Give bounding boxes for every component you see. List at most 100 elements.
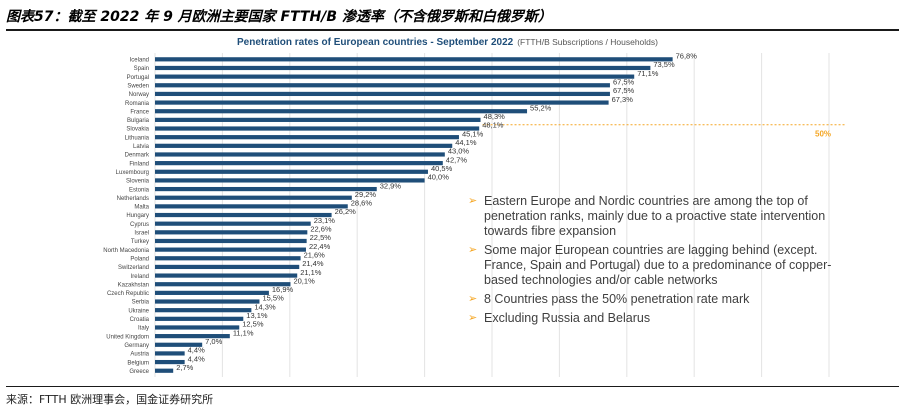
reference-line-50: 50% [482,124,845,139]
category-label: Spain [134,66,149,72]
value-label: 48,1% [482,121,504,130]
bar [155,195,352,200]
bar [155,57,673,62]
category-label: Luxembourg [116,170,149,176]
bar [155,325,240,330]
value-label: 76,8% [676,52,698,61]
category-label: Portugal [127,75,149,81]
bar [155,126,480,131]
x-tick-label: 80% [686,384,702,385]
bar [155,152,445,157]
bar [155,100,609,105]
bar [155,83,610,88]
value-label: 22,4% [309,242,331,251]
value-label: 40,0% [428,173,450,182]
value-label: 22,5% [310,233,332,242]
category-label: United Kingdom [106,334,149,340]
bar [155,143,453,148]
chart-title: Penetration rates of European countries … [237,37,658,48]
value-label: 14,3% [254,302,276,311]
category-label: Hungary [126,213,149,219]
value-label: 48,3% [484,112,506,121]
value-label: 71,1% [637,69,659,78]
bar [155,273,298,278]
category-label: Sweden [127,83,149,89]
value-label: 12,5% [242,320,264,329]
x-tick-label: 70% [619,384,635,385]
bar [155,91,610,97]
bar [155,308,252,313]
category-label: Latvia [133,144,150,150]
category-label: Denmark [125,153,150,159]
source-note: 来源：FTTH 欧洲理事会，国金证券研究所 [6,393,214,406]
bar [155,334,230,339]
bar [155,178,425,183]
bar [155,221,311,226]
bar [155,359,185,365]
value-label: 32,9% [380,181,402,190]
category-label: Kazakhstan [118,282,149,288]
bar [155,299,260,304]
category-label: Bulgaria [127,118,150,124]
category-label: Germany [124,343,149,349]
category-label: Romania [125,101,150,107]
value-label: 67,5% [613,77,635,86]
note-item: ➢ 8 Countries pass the 50% penetration ra… [468,292,860,307]
value-label: 20,1% [293,276,315,285]
value-label: 73,5% [653,60,675,69]
value-label: 42,7% [446,155,468,164]
bar [155,316,244,321]
value-label: 21,6% [304,250,326,259]
value-label: 22,6% [310,225,332,234]
chart-title-main: Penetration rates of European countries … [237,37,514,48]
category-label: Slovenia [126,179,150,185]
category-label: Finland [129,161,149,167]
bar [155,204,348,209]
arrow-icon: ➢ [468,244,478,256]
notes-panel: ➢ Eastern Europe and Nordic countries are… [468,194,860,330]
value-label: 26,2% [335,207,357,216]
bars [155,57,673,373]
value-label: 4,4% [188,354,205,363]
arrow-icon: ➢ [468,195,478,207]
bar [155,161,443,166]
bar [155,117,481,122]
category-label: Malta [134,205,149,211]
value-label: 15,5% [262,294,284,303]
value-label: 40,5% [431,164,453,173]
category-label: France [130,109,149,115]
bar [155,282,291,287]
value-label: 7,0% [205,337,222,346]
category-label: Greece [129,369,149,375]
x-tick-label: 20% [282,384,298,385]
chart-subtitle: (FTTH/B Subscriptions / Households) [517,37,658,47]
arrow-icon: ➢ [468,293,478,305]
bar [155,290,269,295]
x-tick-label: 100% [819,384,839,385]
arrow-icon: ➢ [468,312,478,324]
note-text: 8 Countries pass the 50% penetration rat… [484,292,750,306]
bar [155,247,306,252]
value-label: 11,1% [233,328,254,337]
category-label: Serbia [132,300,150,306]
category-label: Ireland [131,274,149,280]
x-tick-label: 0% [149,384,161,385]
category-label: Iceland [130,58,149,64]
value-label: 16,9% [272,285,294,294]
value-label: 45,1% [462,129,484,138]
penetration-bar-chart: Penetration rates of European countries … [103,37,845,385]
reference-line-label: 50% [815,130,831,139]
value-label: 23,1% [314,216,336,225]
value-label: 29,2% [355,190,377,199]
value-label: 67,3% [612,95,634,104]
bar [155,65,651,71]
category-label: Lithuania [125,135,150,141]
category-label: Austria [130,352,149,358]
bar [155,342,203,347]
note-text: Eastern Europe and Nordic countries are … [484,194,826,238]
figure-title: 图表57：截至 2022 年 9 月欧洲主要国家 FTTH/B 渗透率（不含俄罗… [6,9,552,25]
bar [155,368,174,373]
category-label: Czech Republic [107,291,149,297]
bar [155,186,377,192]
value-label: 44,1% [455,138,477,147]
